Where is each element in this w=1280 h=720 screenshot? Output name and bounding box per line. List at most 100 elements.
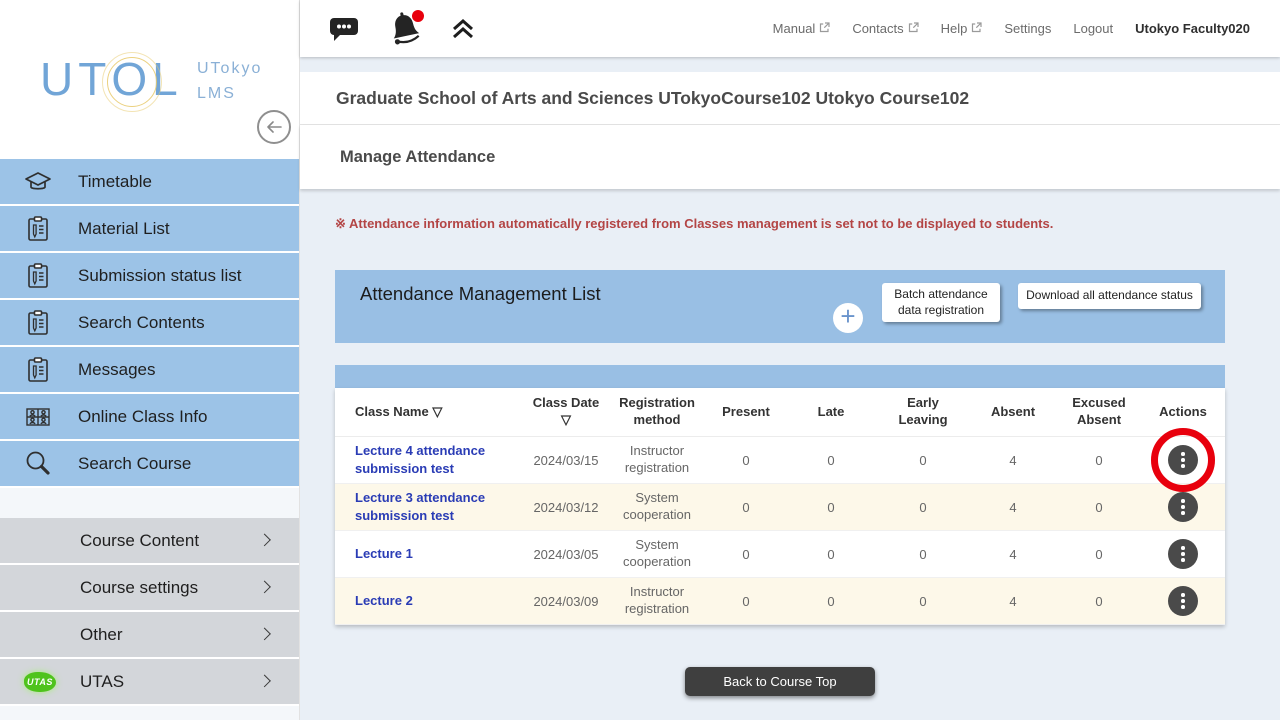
cell-present: 0 <box>742 499 750 515</box>
sidebar-item-course-content[interactable]: Course Content <box>0 518 299 565</box>
class-name-link[interactable]: Lecture 4 attendance submission test <box>355 443 486 476</box>
panel-title: Attendance Management List <box>360 283 601 304</box>
sidebar: UT O L UTokyo LMS Timetable Material List Su… <box>0 0 300 720</box>
cell-excused-absent: 0 <box>1095 546 1103 562</box>
collapse-up-icon[interactable] <box>450 16 476 42</box>
class-name-link[interactable]: Lecture 3 attendance submission test <box>355 490 486 523</box>
chevron-right-icon <box>258 533 271 546</box>
sidebar-item-timetable[interactable]: Timetable <box>0 159 299 206</box>
table-header-row: Class Name ▽ Class Date ▽ Registration met… <box>335 388 1225 437</box>
table-row: Lecture 4 attendance submission test 2024… <box>335 428 1225 492</box>
chevron-right-icon <box>258 674 271 687</box>
cell-absent: 4 <box>1009 452 1017 468</box>
chevron-right-icon <box>258 627 271 640</box>
sidebar-gap <box>0 488 299 518</box>
logo-area: UT O L UTokyo LMS <box>0 0 299 159</box>
bell-icon[interactable] <box>384 8 426 50</box>
username[interactable]: Utokyo Faculty020 <box>1135 21 1250 36</box>
sidebar-item-label: Messages <box>78 359 156 379</box>
cell-actions <box>1141 428 1225 492</box>
cell-present: 0 <box>742 593 750 609</box>
sidebar-item-label: Course Content <box>80 530 200 550</box>
column-header-class-date[interactable]: Class Date ▽ <box>532 395 600 427</box>
table-body: Lecture 4 attendance submission test 2024… <box>335 428 1225 625</box>
row-actions-button[interactable] <box>1168 539 1198 569</box>
page-title: Manage Attendance <box>340 147 496 166</box>
topbar-link-manual[interactable]: Manual <box>773 21 831 36</box>
sidebar-collapse-button[interactable] <box>257 110 291 144</box>
link-label: Help <box>940 21 968 36</box>
batch-attendance-registration-button[interactable]: Batch attendance data registration <box>882 283 1000 322</box>
cell-actions <box>1141 492 1225 522</box>
topbar-link-contacts[interactable]: Contacts <box>852 21 919 36</box>
column-header-excused: Excused Absent <box>1072 395 1126 427</box>
clipboard-icon <box>22 214 54 244</box>
sidebar-item-material-list[interactable]: Material List <box>0 206 299 253</box>
sidebar-item-submission-status-list[interactable]: Submission status list <box>0 253 299 300</box>
cell-present: 0 <box>742 546 750 562</box>
cell-early-leaving: 0 <box>919 546 927 562</box>
table-row: Lecture 1 2024/03/05 System cooperation 0 0 0… <box>335 531 1225 578</box>
people-grid-icon <box>22 402 54 432</box>
topbar-link-logout[interactable]: Logout <box>1073 21 1113 36</box>
cell-actions <box>1141 586 1225 616</box>
add-attendance-button[interactable]: + <box>833 303 863 333</box>
cell-excused-absent: 0 <box>1095 499 1103 515</box>
chevron-right-icon <box>258 580 271 593</box>
download-all-attendance-button[interactable]: Download all attendance status <box>1018 283 1201 309</box>
attendance-panel-header: Attendance Management List + Batch atten… <box>335 270 1225 343</box>
course-title: Graduate School of Arts and Sciences UTo… <box>336 87 970 108</box>
class-name-link[interactable]: Lecture 1 <box>355 546 413 562</box>
link-label: Logout <box>1073 21 1114 36</box>
cell-registration-method: Instructor registration <box>624 443 690 475</box>
attendance-notice: ※ Attendance information automatically r… <box>335 216 1054 231</box>
sidebar-item-label: Other <box>80 624 123 644</box>
row-actions-button[interactable] <box>1168 445 1198 475</box>
topbar-links: Manual Contacts Help Settings Logout Utokyo F… <box>773 21 1250 36</box>
attendance-table: Class Name ▽ Class Date ▽ Registration met… <box>335 388 1225 625</box>
cell-excused-absent: 0 <box>1095 593 1103 609</box>
topbar: Manual Contacts Help Settings Logout Utokyo F… <box>300 0 1280 57</box>
column-header-registration: Registration method <box>619 395 695 427</box>
topbar-link-help[interactable]: Help <box>941 21 983 36</box>
sidebar-secondary: Course Content Course settings Other UTAS UT… <box>0 518 299 706</box>
sidebar-item-messages[interactable]: Messages <box>0 347 299 394</box>
course-title-bar: Graduate School of Arts and Sciences UTo… <box>300 72 1280 125</box>
cell-absent: 4 <box>1009 546 1017 562</box>
cell-registration-method: System cooperation <box>623 537 691 569</box>
link-label: Manual <box>772 21 816 36</box>
sidebar-item-online-class-info[interactable]: Online Class Info <box>0 394 299 441</box>
cell-absent: 4 <box>1009 593 1017 609</box>
cell-early-leaving: 0 <box>919 593 927 609</box>
cell-actions <box>1141 539 1225 569</box>
column-header-early: Early Leaving <box>898 395 948 427</box>
table-row: Lecture 3 attendance submission test 2024… <box>335 484 1225 531</box>
cell-class-date: 2024/03/05 <box>533 546 599 562</box>
column-header-late: Late <box>817 403 845 419</box>
cell-class-date: 2024/03/15 <box>533 452 599 468</box>
sidebar-item-label: Online Class Info <box>78 406 208 426</box>
cell-early-leaving: 0 <box>919 452 927 468</box>
cell-late: 0 <box>827 499 835 515</box>
row-actions-button[interactable] <box>1168 586 1198 616</box>
clipboard-icon <box>22 261 54 291</box>
back-row: Back to Course Top <box>335 667 1225 696</box>
back-to-course-top-button[interactable]: Back to Course Top <box>685 667 875 696</box>
class-name-link[interactable]: Lecture 2 <box>355 593 413 609</box>
sidebar-item-search-contents[interactable]: Search Contents <box>0 300 299 347</box>
sidebar-item-label: Submission status list <box>78 265 242 285</box>
utol-logo[interactable]: UT O L <box>40 52 183 113</box>
sidebar-item-other[interactable]: Other <box>0 612 299 659</box>
column-header-class-name[interactable]: Class Name ▽ <box>355 403 443 419</box>
sidebar-item-utas[interactable]: UTAS UTAS <box>0 659 299 706</box>
sidebar-main: Timetable Material List Submission status … <box>0 159 299 488</box>
sidebar-item-search-course[interactable]: Search Course <box>0 441 299 488</box>
sidebar-item-course-settings[interactable]: Course settings <box>0 565 299 612</box>
clipboard-icon <box>22 308 54 338</box>
chat-icon[interactable] <box>328 14 360 44</box>
cell-absent: 4 <box>1009 499 1017 515</box>
grad-cap-icon <box>22 167 54 197</box>
row-actions-button[interactable] <box>1168 492 1198 522</box>
topbar-link-settings[interactable]: Settings <box>1004 21 1051 36</box>
external-link-icon <box>908 21 919 36</box>
